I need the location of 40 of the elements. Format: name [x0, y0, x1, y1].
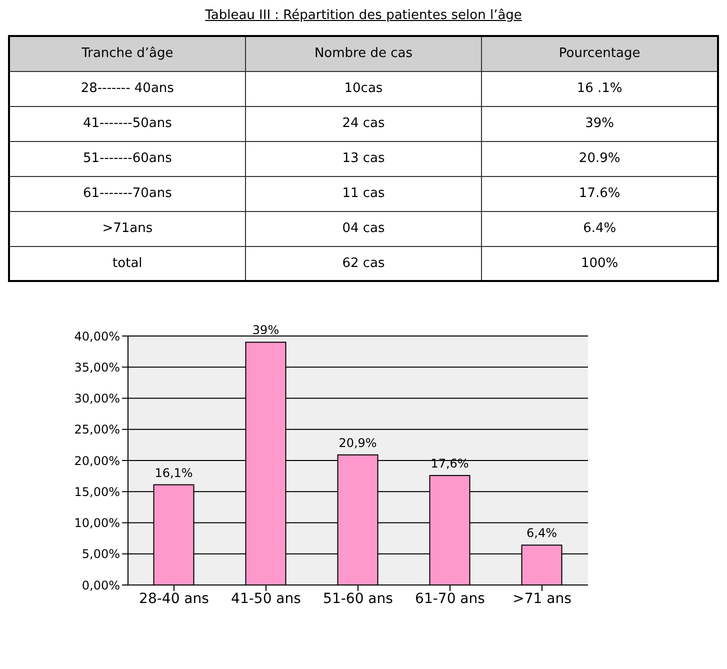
text: 24 cas — [245, 106, 482, 141]
y-tick-label: 20,00% — [74, 454, 120, 468]
y-tick-label: 40,00% — [74, 329, 120, 344]
y-tick-label: 35,00% — [74, 360, 120, 374]
text: 41-------50ans — [9, 106, 246, 141]
y-tick-label: 25,00% — [74, 422, 120, 437]
chart-title: Tableau III : Répartition des patientes selon l’âge — [204, 8, 523, 23]
data-label: 6,4% — [526, 526, 558, 540]
x-tick-label: 61-70 ans — [415, 590, 485, 607]
y-tick-label: 30,00% — [74, 392, 120, 406]
y-tick-label: 10,00% — [74, 516, 120, 530]
text: 100% — [482, 246, 718, 281]
text: 17.6% — [482, 176, 718, 211]
text: Pourcentage — [482, 36, 718, 71]
text: 11 cas — [245, 176, 482, 211]
data-label: 39% — [252, 323, 280, 338]
x-tick-label: 51-60 ans — [323, 590, 393, 607]
text: 39% — [482, 106, 718, 141]
x-tick-label: 41-50 ans — [231, 590, 301, 607]
data-label: 20,9% — [338, 436, 377, 450]
y-tick-label: 0,00% — [82, 578, 120, 592]
text: 16 .1% — [482, 71, 718, 106]
text: 04 cas — [245, 211, 482, 246]
text: 61-------70ans — [9, 176, 246, 211]
text: Nombre de cas — [245, 36, 482, 71]
text: 13 cas — [245, 141, 482, 176]
text: total — [9, 246, 246, 281]
x-tick-label: >71 ans — [512, 590, 572, 607]
text: 10cas — [245, 71, 482, 106]
y-tick-label: 5,00% — [82, 547, 120, 562]
x-tick-label: 28-40 ans — [139, 590, 209, 607]
text: 20.9% — [482, 141, 718, 176]
text: 51-------60ans — [9, 141, 246, 176]
text: Tranche d’âge — [9, 36, 246, 71]
text: 6.4% — [482, 211, 718, 246]
text: 28------- 40ans — [9, 71, 246, 106]
text: >71ans — [9, 211, 246, 246]
y-tick-label: 15,00% — [74, 484, 120, 499]
text: 62 cas — [245, 246, 482, 281]
data-label: 16,1% — [154, 466, 193, 480]
